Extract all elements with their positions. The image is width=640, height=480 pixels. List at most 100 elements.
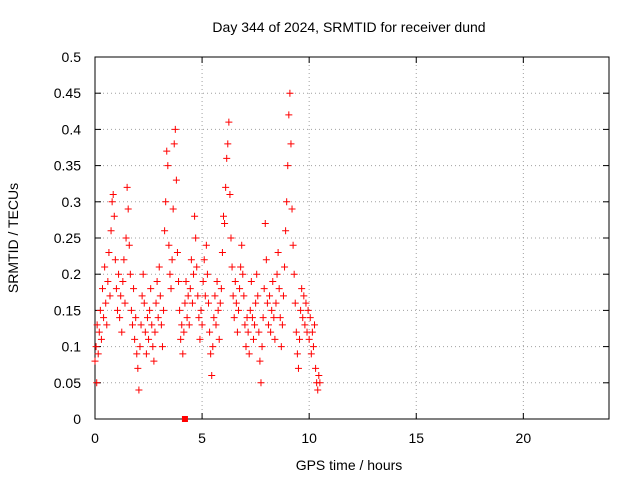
data-point-0-68 [163,147,171,155]
data-point-0-36 [128,321,136,329]
data-point-0-183 [286,89,294,97]
chart-title: Day 344 of 2024, SRMTID for receiver dun… [212,19,485,35]
data-point-0-60 [154,314,162,322]
data-point-0-188 [291,299,299,307]
y-tick-label-5: 0.25 [54,230,81,246]
data-point-0-57 [151,328,159,336]
data-point-0-18 [109,191,117,199]
data-point-0-162 [263,299,271,307]
data-point-0-26 [118,328,126,336]
data-point-0-131 [230,314,238,322]
data-point-0-75 [170,140,178,148]
data-point-0-174 [276,314,284,322]
data-point-0-153 [254,292,262,300]
x-tick-label-0: 0 [91,430,99,446]
data-point-0-103 [200,256,208,264]
data-point-0-158 [259,314,267,322]
data-point-0-116 [214,306,222,314]
x-tick-label-2: 10 [301,430,317,446]
data-point-0-209 [314,386,322,394]
data-point-0-170 [272,299,280,307]
data-point-0-210 [315,372,323,380]
data-point-0-92 [188,299,196,307]
data-point-0-31 [123,183,131,191]
data-point-0-64 [158,343,166,351]
x-axis-label: GPS time / hours [296,457,403,473]
data-point-0-78 [173,248,181,256]
data-point-0-44 [137,321,145,329]
data-point-0-176 [278,321,286,329]
data-point-0-94 [191,212,199,220]
data-point-0-137 [237,263,245,271]
data-point-0-40 [133,350,141,358]
data-point-0-124 [223,154,231,162]
y-tick-label-4: 0.2 [62,266,82,282]
data-point-0-51 [145,335,153,343]
x-tick-label-1: 5 [198,430,206,446]
data-point-0-172 [274,248,282,256]
data-point-0-109 [207,350,215,358]
data-point-0-84 [180,328,188,336]
data-point-0-19 [110,212,118,220]
data-point-0-126 [225,118,233,126]
data-point-0-34 [126,270,134,278]
data-point-0-181 [284,162,292,170]
data-point-0-63 [157,321,165,329]
data-point-0-111 [209,343,217,351]
data-point-0-138 [238,241,246,249]
data-point-0-35 [127,306,135,314]
data-point-0-55 [149,343,157,351]
data-point-0-195 [299,314,307,322]
y-tick-label-0: 0 [73,411,81,427]
y-tick-label-7: 0.35 [54,158,81,174]
data-point-0-133 [232,299,240,307]
data-point-0-49 [142,350,150,358]
data-point-0-47 [140,299,148,307]
data-point-0-82 [178,321,186,329]
data-point-0-197 [301,321,309,329]
data-point-0-66 [161,227,169,235]
data-point-0-42 [135,386,143,394]
data-point-0-142 [242,343,250,351]
data-point-0-58 [152,299,160,307]
data-point-0-110 [208,372,216,380]
data-point-0-119 [217,285,225,293]
data-point-0-149 [249,335,257,343]
y-tick-label-9: 0.45 [54,85,81,101]
data-point-0-194 [298,285,306,293]
data-point-0-159 [260,285,268,293]
data-point-0-108 [206,328,214,336]
data-point-0-101 [198,321,206,329]
data-point-0-167 [269,277,277,285]
data-point-0-205 [309,343,317,351]
data-point-0-33 [125,241,133,249]
data-point-0-76 [171,125,179,133]
y-tick-label-6: 0.3 [62,194,82,210]
data-point-0-201 [305,335,313,343]
data-point-0-14 [105,248,113,256]
data-point-0-17 [108,198,116,206]
data-point-0-182 [285,111,293,119]
data-point-0-52 [146,306,154,314]
data-point-0-207 [312,364,320,372]
data-point-0-85 [181,299,189,307]
data-point-0-41 [134,364,142,372]
data-point-0-136 [236,285,244,293]
data-point-0-122 [221,220,229,228]
data-point-0-67 [162,198,170,206]
data-point-0-190 [293,350,301,358]
data-point-0-147 [247,277,255,285]
data-point-0-139 [239,270,247,278]
data-point-0-117 [215,335,223,343]
data-point-0-135 [234,306,242,314]
data-point-0-99 [196,335,204,343]
data-point-0-156 [257,379,265,387]
data-point-0-5 [95,328,103,336]
data-point-0-20 [111,256,119,264]
data-point-0-202 [306,314,314,322]
tick-labels: 0 5 10 15 20 0 0.05 0.1 0.15 0.2 0.25 0.3 0.35 0.4 0.4… [54,49,532,446]
data-point-0-178 [281,263,289,271]
data-point-0-29 [121,299,129,307]
data-point-0-154 [255,328,263,336]
data-point-0-37 [130,285,138,293]
